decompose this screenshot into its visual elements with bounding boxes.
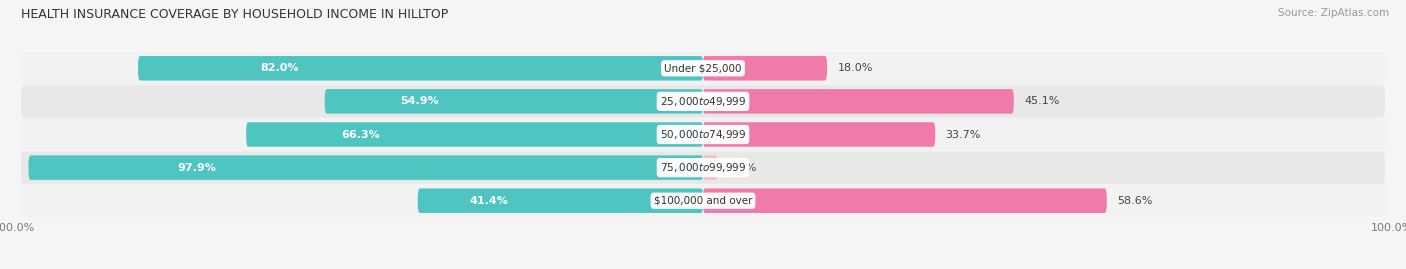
FancyBboxPatch shape <box>138 56 703 80</box>
FancyBboxPatch shape <box>325 89 703 114</box>
Text: 82.0%: 82.0% <box>260 63 298 73</box>
Text: 54.9%: 54.9% <box>399 96 439 107</box>
Text: 41.4%: 41.4% <box>470 196 509 206</box>
Text: 97.9%: 97.9% <box>177 162 217 173</box>
FancyBboxPatch shape <box>21 151 1385 184</box>
Text: $25,000 to $49,999: $25,000 to $49,999 <box>659 95 747 108</box>
FancyBboxPatch shape <box>703 89 1014 114</box>
FancyBboxPatch shape <box>418 189 703 213</box>
FancyBboxPatch shape <box>21 185 1385 217</box>
FancyBboxPatch shape <box>703 189 1107 213</box>
Text: $75,000 to $99,999: $75,000 to $99,999 <box>659 161 747 174</box>
Text: Under $25,000: Under $25,000 <box>664 63 742 73</box>
FancyBboxPatch shape <box>703 56 827 80</box>
FancyBboxPatch shape <box>21 85 1385 118</box>
Text: $50,000 to $74,999: $50,000 to $74,999 <box>659 128 747 141</box>
FancyBboxPatch shape <box>703 122 935 147</box>
Text: 58.6%: 58.6% <box>1116 196 1153 206</box>
FancyBboxPatch shape <box>21 52 1385 84</box>
FancyBboxPatch shape <box>703 155 717 180</box>
Text: $100,000 and over: $100,000 and over <box>654 196 752 206</box>
Text: HEALTH INSURANCE COVERAGE BY HOUSEHOLD INCOME IN HILLTOP: HEALTH INSURANCE COVERAGE BY HOUSEHOLD I… <box>21 8 449 21</box>
Text: 33.7%: 33.7% <box>945 129 981 140</box>
Text: Source: ZipAtlas.com: Source: ZipAtlas.com <box>1278 8 1389 18</box>
FancyBboxPatch shape <box>21 118 1385 151</box>
Text: 2.1%: 2.1% <box>728 162 756 173</box>
FancyBboxPatch shape <box>246 122 703 147</box>
FancyBboxPatch shape <box>28 155 703 180</box>
Text: 18.0%: 18.0% <box>838 63 873 73</box>
Text: 45.1%: 45.1% <box>1024 96 1060 107</box>
Text: 66.3%: 66.3% <box>342 129 380 140</box>
